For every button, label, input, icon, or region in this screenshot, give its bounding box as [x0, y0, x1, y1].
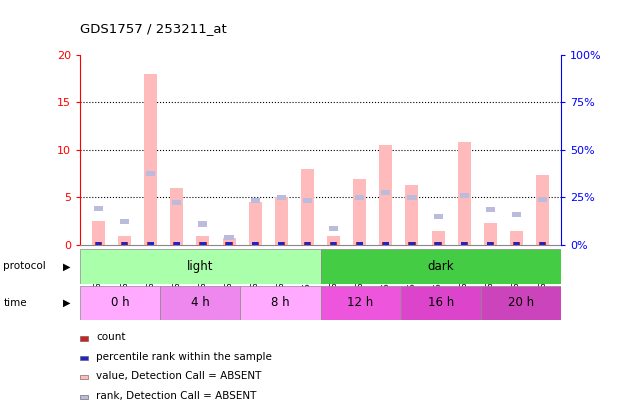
Bar — [171, 188, 183, 245]
Bar — [481, 286, 561, 320]
Bar — [120, 219, 129, 224]
Bar — [383, 242, 388, 245]
Bar — [118, 236, 131, 245]
Bar — [330, 242, 337, 245]
Bar — [460, 193, 469, 198]
Bar — [253, 242, 258, 245]
Bar — [172, 200, 181, 205]
Text: 0 h: 0 h — [111, 296, 129, 309]
Text: count: count — [96, 333, 126, 342]
Bar — [381, 190, 390, 195]
Bar — [320, 286, 401, 320]
Bar — [200, 242, 206, 245]
Bar — [539, 242, 546, 245]
Bar — [80, 249, 320, 284]
Bar — [458, 142, 470, 245]
Bar — [486, 207, 495, 213]
Bar — [196, 236, 210, 245]
Bar — [275, 198, 288, 245]
Bar — [278, 242, 285, 245]
Text: 12 h: 12 h — [347, 296, 374, 309]
Bar — [320, 249, 561, 284]
Bar — [540, 242, 545, 245]
Bar — [462, 242, 467, 245]
Bar — [538, 197, 547, 202]
Bar — [435, 242, 442, 245]
Bar — [240, 286, 320, 320]
Bar — [95, 242, 102, 245]
Bar — [121, 242, 128, 245]
Bar — [357, 242, 363, 245]
Bar — [460, 242, 468, 245]
Text: time: time — [3, 298, 27, 308]
Bar — [433, 214, 443, 219]
Bar — [251, 198, 260, 203]
Text: protocol: protocol — [3, 261, 46, 271]
Text: percentile rank within the sample: percentile rank within the sample — [96, 352, 272, 362]
Bar — [512, 212, 521, 217]
Bar — [379, 145, 392, 245]
Bar — [146, 171, 155, 176]
Bar — [80, 286, 160, 320]
Bar — [487, 242, 494, 245]
Bar — [278, 242, 284, 245]
Bar — [222, 239, 236, 245]
Bar — [94, 206, 103, 211]
Bar — [408, 195, 417, 200]
Text: 4 h: 4 h — [191, 296, 210, 309]
Bar — [199, 242, 206, 245]
Text: rank, Detection Call = ABSENT: rank, Detection Call = ABSENT — [96, 391, 256, 401]
Bar — [513, 242, 520, 245]
Bar — [382, 242, 390, 245]
Bar — [409, 242, 415, 245]
Bar — [148, 242, 154, 245]
Bar — [277, 195, 286, 200]
Bar — [226, 242, 232, 245]
Text: ▶: ▶ — [63, 298, 71, 308]
Bar — [353, 179, 366, 245]
Bar — [144, 74, 157, 245]
Bar — [251, 242, 259, 245]
Bar — [327, 237, 340, 245]
Bar — [408, 242, 415, 245]
Text: 20 h: 20 h — [508, 296, 534, 309]
Bar — [122, 242, 128, 245]
Bar — [484, 223, 497, 245]
Bar — [147, 242, 154, 245]
Bar — [435, 242, 441, 245]
Bar — [92, 221, 105, 245]
Bar — [401, 286, 481, 320]
Text: dark: dark — [428, 260, 454, 273]
Bar — [301, 169, 314, 245]
Bar — [487, 242, 493, 245]
Bar — [224, 235, 233, 240]
Text: 16 h: 16 h — [428, 296, 454, 309]
Bar — [304, 242, 310, 245]
Bar — [405, 185, 419, 245]
Text: light: light — [187, 260, 213, 273]
Bar — [513, 242, 519, 245]
Text: value, Detection Call = ABSENT: value, Detection Call = ABSENT — [96, 371, 262, 381]
Bar — [226, 242, 233, 245]
Bar — [304, 242, 311, 245]
Bar — [331, 242, 337, 245]
Bar — [355, 195, 364, 200]
Bar — [510, 231, 523, 245]
Bar — [198, 222, 208, 227]
Bar — [356, 242, 363, 245]
Text: ▶: ▶ — [63, 261, 71, 271]
Bar — [96, 242, 101, 245]
Bar — [303, 198, 312, 203]
Bar — [431, 231, 445, 245]
Bar — [329, 226, 338, 232]
Bar — [249, 202, 262, 245]
Text: 8 h: 8 h — [271, 296, 290, 309]
Bar — [173, 242, 181, 245]
Bar — [536, 175, 549, 245]
Bar — [174, 242, 179, 245]
Bar — [160, 286, 240, 320]
Text: GDS1757 / 253211_at: GDS1757 / 253211_at — [80, 22, 227, 35]
